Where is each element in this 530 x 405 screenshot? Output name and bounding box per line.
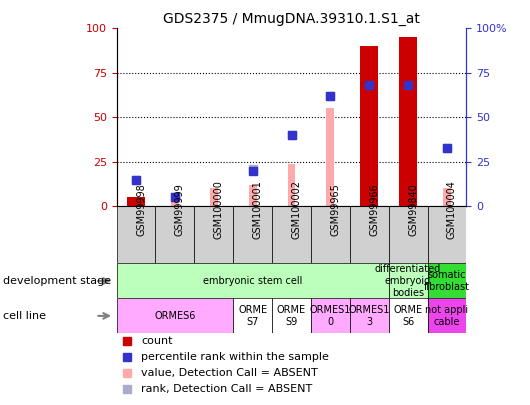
Text: GSM100004: GSM100004	[447, 180, 457, 239]
Bar	[132, 197, 140, 206]
Text: not appli
cable: not appli cable	[426, 305, 469, 327]
Bar	[326, 109, 334, 206]
Text: embryonic stem cell: embryonic stem cell	[203, 276, 302, 286]
Bar	[233, 206, 272, 264]
Bar	[117, 206, 155, 264]
Text: ORME
S6: ORME S6	[394, 305, 422, 327]
Text: GSM99965: GSM99965	[330, 183, 340, 236]
Bar	[272, 206, 311, 264]
Bar	[233, 298, 272, 333]
Text: development stage: development stage	[3, 276, 111, 286]
Text: GSM99998: GSM99998	[136, 183, 146, 235]
Text: ORMES6: ORMES6	[154, 311, 196, 321]
Bar	[311, 298, 350, 333]
Bar	[155, 206, 195, 264]
Bar	[311, 206, 350, 264]
Text: somatic
fibroblast: somatic fibroblast	[424, 270, 470, 292]
Text: cell line: cell line	[3, 311, 46, 321]
Text: rank, Detection Call = ABSENT: rank, Detection Call = ABSENT	[141, 384, 312, 394]
Text: GSM99999: GSM99999	[175, 183, 185, 235]
Text: ORME
S9: ORME S9	[277, 305, 306, 327]
Bar	[388, 264, 428, 298]
Bar	[428, 206, 466, 264]
Bar	[428, 264, 466, 298]
Bar	[288, 164, 295, 206]
Text: ORMES1
3: ORMES1 3	[349, 305, 390, 327]
Text: GSM100002: GSM100002	[292, 180, 302, 239]
Text: differentiated
embryoid
bodies: differentiated embryoid bodies	[375, 264, 441, 298]
Text: count: count	[141, 336, 173, 346]
Bar	[428, 298, 466, 333]
Text: GSM99840: GSM99840	[408, 183, 418, 235]
Title: GDS2375 / MmugDNA.39310.1.S1_at: GDS2375 / MmugDNA.39310.1.S1_at	[163, 12, 420, 26]
Bar	[360, 46, 378, 206]
Text: GSM99966: GSM99966	[369, 183, 379, 235]
Bar	[249, 185, 257, 206]
Bar	[195, 206, 233, 264]
Text: GSM100000: GSM100000	[214, 180, 224, 239]
Text: percentile rank within the sample: percentile rank within the sample	[141, 352, 329, 362]
Bar	[443, 188, 451, 206]
Text: GSM100001: GSM100001	[253, 180, 263, 239]
Bar	[272, 298, 311, 333]
Bar	[127, 197, 145, 206]
Text: value, Detection Call = ABSENT: value, Detection Call = ABSENT	[141, 368, 318, 378]
Bar	[117, 264, 388, 298]
Bar	[350, 298, 388, 333]
Text: ORMES1
0: ORMES1 0	[310, 305, 351, 327]
Bar	[171, 201, 179, 206]
Bar	[117, 298, 233, 333]
Bar	[388, 206, 428, 264]
Bar	[400, 37, 417, 206]
Bar	[350, 206, 388, 264]
Text: ORME
S7: ORME S7	[238, 305, 267, 327]
Bar	[210, 188, 218, 206]
Bar	[388, 298, 428, 333]
